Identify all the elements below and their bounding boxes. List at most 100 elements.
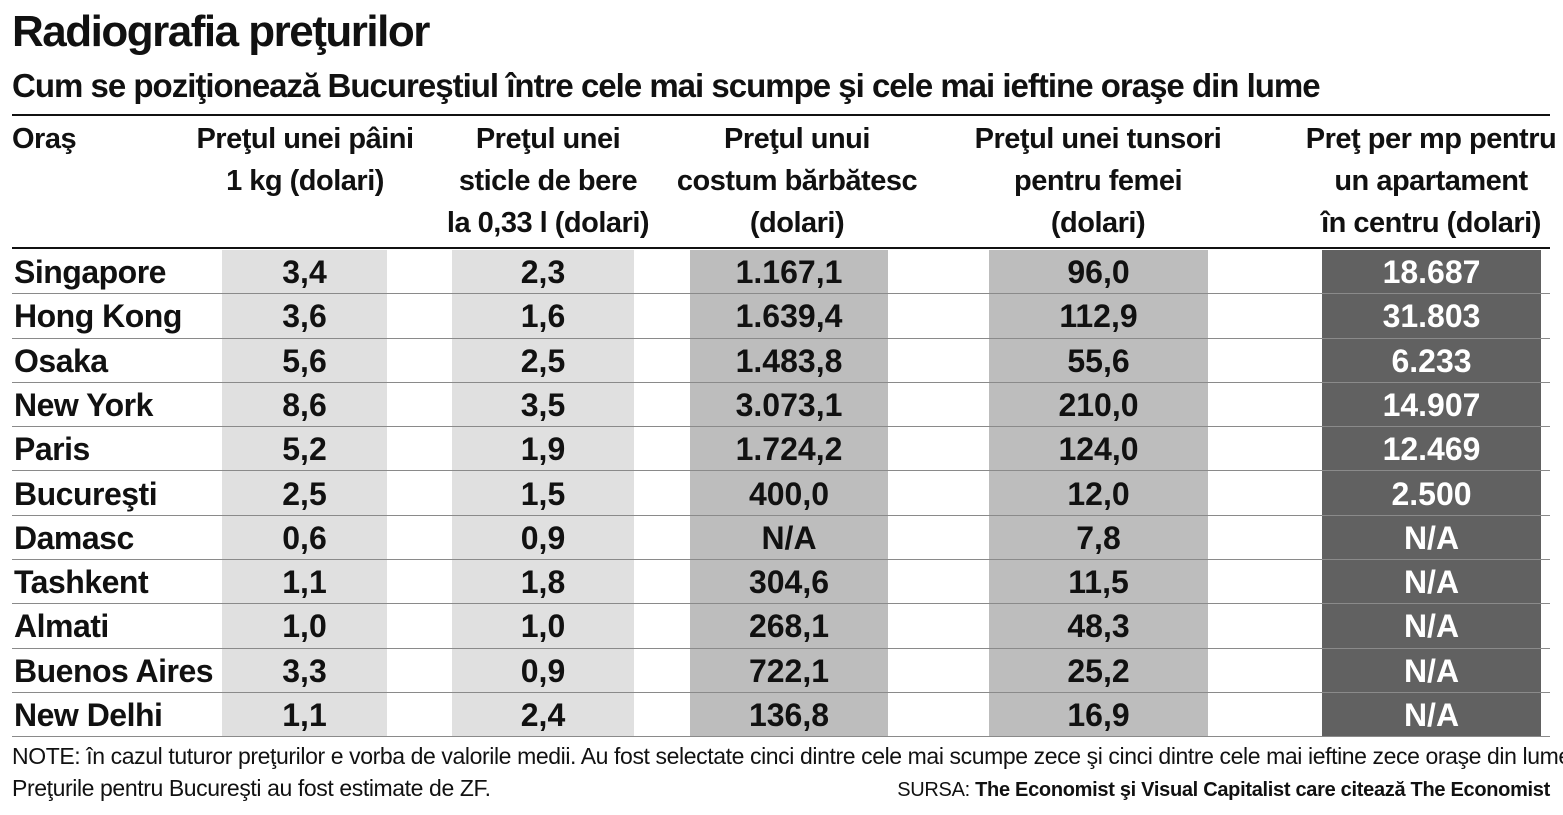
table-cell: 1,9 bbox=[520, 431, 566, 468]
table-cell: 0,6 bbox=[282, 519, 327, 556]
column-band-3 bbox=[690, 250, 888, 737]
table-cell: 3,5 bbox=[520, 386, 566, 423]
column-header-4: Preţul unei tunsori pentru femei (dolari) bbox=[938, 118, 1258, 246]
column-header-5-line-2: în centru (dolari) bbox=[1321, 207, 1541, 239]
table-cell: 400,0 bbox=[748, 475, 830, 512]
table-cell: 3,4 bbox=[282, 254, 327, 290]
table-cell: 7,8 bbox=[1076, 519, 1121, 556]
table-row: Buenos Aires 3,3 0,9 722,1 25,2 N/A bbox=[12, 649, 1550, 693]
table-cell: 2,3 bbox=[520, 254, 566, 290]
table-row: New York 8,6 3,5 3.073,1 210,0 14.907 bbox=[12, 383, 1550, 428]
row-separator bbox=[12, 691, 1550, 693]
table-row: Damasc 0,6 0,9 N/A 7,8 N/A bbox=[12, 516, 1550, 561]
row-separator bbox=[12, 514, 1550, 516]
table-cell: 31.803 bbox=[1382, 298, 1481, 335]
row-separator bbox=[12, 293, 1550, 295]
column-band-4 bbox=[989, 250, 1208, 737]
table-row: Tashkent 1,1 1,8 304,6 11,5 N/A bbox=[12, 560, 1550, 605]
column-header-2-line-2: la 0,33 l (dolari) bbox=[446, 207, 650, 239]
column-header-0-line-0: Oraş bbox=[12, 123, 77, 155]
table-cell: 5,6 bbox=[282, 342, 327, 379]
table-cell: 1.639,4 bbox=[735, 298, 843, 335]
column-header-0: Oraş bbox=[12, 118, 77, 246]
column-header-4-line-0: Preţul unei tunsori bbox=[974, 123, 1222, 155]
column-header-4-line-1: pentru femei bbox=[1013, 165, 1183, 197]
table-row: Almati 1,0 1,0 268,1 48,3 N/A bbox=[12, 604, 1550, 649]
table-cell: 1.483,8 bbox=[735, 342, 843, 379]
column-header-2-line-1: sticle de bere bbox=[458, 165, 638, 197]
city-name: New Delhi bbox=[14, 697, 163, 733]
row-separator bbox=[12, 381, 1550, 383]
city-name: Singapore bbox=[14, 254, 166, 290]
city-name: Paris bbox=[14, 431, 90, 468]
city-name: Bucureşti bbox=[14, 475, 158, 512]
table-row: Bucureşti 2,5 1,5 400,0 12,0 2.500 bbox=[12, 472, 1550, 516]
column-header-1-line-0: Preţul unei pâini bbox=[196, 123, 414, 155]
table-cell: 1,0 bbox=[520, 608, 566, 645]
city-name: Hong Kong bbox=[14, 298, 182, 335]
notes-line-1: NOTE: în cazul tuturor preţurilor e vorb… bbox=[12, 743, 1563, 769]
table-cell: 14.907 bbox=[1382, 386, 1481, 423]
table-cell: 16,9 bbox=[1067, 697, 1130, 733]
column-header-2: Preţul unei sticle de bere la 0,33 l (dola… bbox=[388, 118, 708, 246]
table-cell: 1,8 bbox=[520, 564, 566, 601]
table-row: Osaka 5,6 2,5 1.483,8 55,6 6.233 bbox=[12, 339, 1550, 383]
city-name: Almati bbox=[14, 608, 109, 645]
column-header-3-line-2: (dolari) bbox=[749, 207, 845, 239]
column-header-2-line-0: Preţul unei bbox=[475, 123, 621, 155]
city-name: Osaka bbox=[14, 342, 108, 379]
column-header-1: Preţul unei pâini 1 kg (dolari) bbox=[145, 118, 465, 246]
table-cell: 112,9 bbox=[1059, 298, 1138, 335]
table-cell: 1,0 bbox=[282, 608, 327, 645]
table-cell: 268,1 bbox=[748, 608, 830, 645]
column-band-2 bbox=[452, 250, 634, 737]
table-cell: 304,6 bbox=[748, 564, 830, 601]
table-cell: 12.469 bbox=[1382, 431, 1481, 468]
table-cell: 5,2 bbox=[282, 431, 327, 468]
city-name: Damasc bbox=[14, 519, 134, 556]
column-header-5: Preţ per mp pentru un apartament în centru… bbox=[1271, 118, 1563, 246]
row-separator bbox=[12, 337, 1550, 339]
table-cell: N/A bbox=[761, 519, 817, 556]
table-cell: 8,6 bbox=[282, 386, 327, 423]
column-header-1-line-1: 1 kg (dolari) bbox=[226, 165, 384, 197]
table-cell: 1.724,2 bbox=[735, 431, 843, 468]
table-cell: 11,5 bbox=[1068, 564, 1129, 601]
table-cell: 0,9 bbox=[520, 652, 566, 689]
table-cell: 1,5 bbox=[520, 475, 566, 512]
table-cell: 12,0 bbox=[1067, 475, 1130, 512]
table-cell: 210,0 bbox=[1058, 386, 1139, 423]
notes-line-2: Preţurile pentru Bucureşti au fost estim… bbox=[12, 775, 491, 801]
table-cell: 2,5 bbox=[520, 342, 566, 379]
source-credit: SURSA: The Economist şi Visual Capitalis… bbox=[897, 776, 1550, 804]
table-cell: N/A bbox=[1403, 652, 1460, 689]
table-cell: 18.687 bbox=[1382, 254, 1481, 290]
table-cell: N/A bbox=[1403, 564, 1460, 601]
table-row: New Delhi 1,1 2,4 136,8 16,9 N/A bbox=[12, 693, 1550, 738]
table-cell: 124,0 bbox=[1058, 431, 1139, 468]
table-row: Singapore 3,4 2,3 1.167,1 96,0 18.687 bbox=[12, 250, 1550, 295]
table-cell: 96,0 bbox=[1067, 254, 1130, 290]
city-name: Tashkent bbox=[14, 564, 149, 601]
row-separator bbox=[12, 736, 1550, 738]
row-separator bbox=[12, 603, 1550, 605]
table-cell: 0,9 bbox=[520, 519, 566, 556]
city-name: Buenos Aires bbox=[14, 652, 214, 689]
notes: NOTE: în cazul tuturor preţurilor e vorb… bbox=[12, 740, 1563, 804]
source-text: The Economist şi Visual Capitalist care … bbox=[975, 779, 1550, 801]
table-cell: 2,5 bbox=[282, 475, 327, 512]
table-cell: 1,1 bbox=[282, 564, 327, 601]
table-cell: N/A bbox=[1403, 697, 1460, 733]
row-separator bbox=[12, 426, 1550, 428]
city-name: New York bbox=[14, 386, 153, 423]
column-header-5-line-0: Preţ per mp pentru bbox=[1305, 123, 1557, 155]
header-rule bbox=[12, 247, 1550, 249]
table-cell: N/A bbox=[1403, 608, 1460, 645]
table-cell: 2,4 bbox=[520, 697, 566, 733]
chart-title: Radiografia preţurilor bbox=[12, 7, 430, 56]
table-cell: N/A bbox=[1403, 519, 1460, 556]
source-label: SURSA: bbox=[897, 779, 970, 801]
column-header-4-line-2: (dolari) bbox=[1050, 207, 1146, 239]
column-header-5-line-1: un apartament bbox=[1334, 165, 1528, 197]
top-rule bbox=[12, 114, 1550, 116]
